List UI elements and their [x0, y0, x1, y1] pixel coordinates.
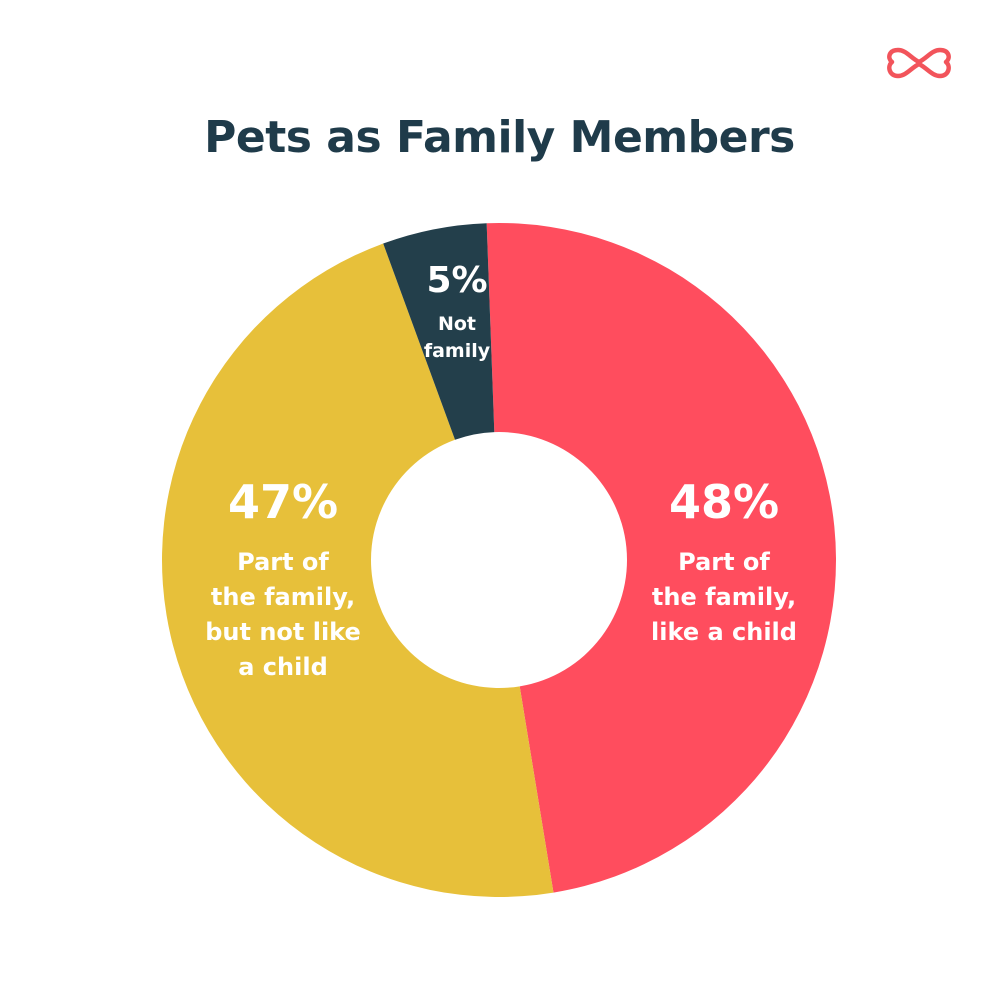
bone-logo-icon — [887, 47, 951, 79]
chart-title: Pets as Family Members — [204, 112, 795, 163]
slice-value-label: 5% — [426, 260, 487, 301]
slice-category-label: like a child — [651, 618, 797, 646]
donut-labels: 48% Part of the family, like a child 47% Part… — [205, 260, 797, 681]
slice-category-label: a child — [238, 653, 328, 681]
donut-slice-1 — [486, 223, 837, 893]
slice-category-label: family — [424, 340, 491, 362]
donut-slice-3 — [383, 223, 495, 440]
slice-value-label: 48% — [669, 475, 779, 529]
slice-category-label: Not — [438, 313, 476, 335]
slice-category-label: Part of — [678, 548, 770, 576]
donut-slices — [161, 223, 837, 897]
slice-value-label: 47% — [228, 475, 338, 529]
slice-category-label: but not like — [205, 618, 361, 646]
slice-category-label: the family, — [211, 583, 355, 611]
slice-category-label: Part of — [237, 548, 329, 576]
donut-slice-2 — [161, 243, 554, 897]
slice-category-label: the family, — [652, 583, 796, 611]
